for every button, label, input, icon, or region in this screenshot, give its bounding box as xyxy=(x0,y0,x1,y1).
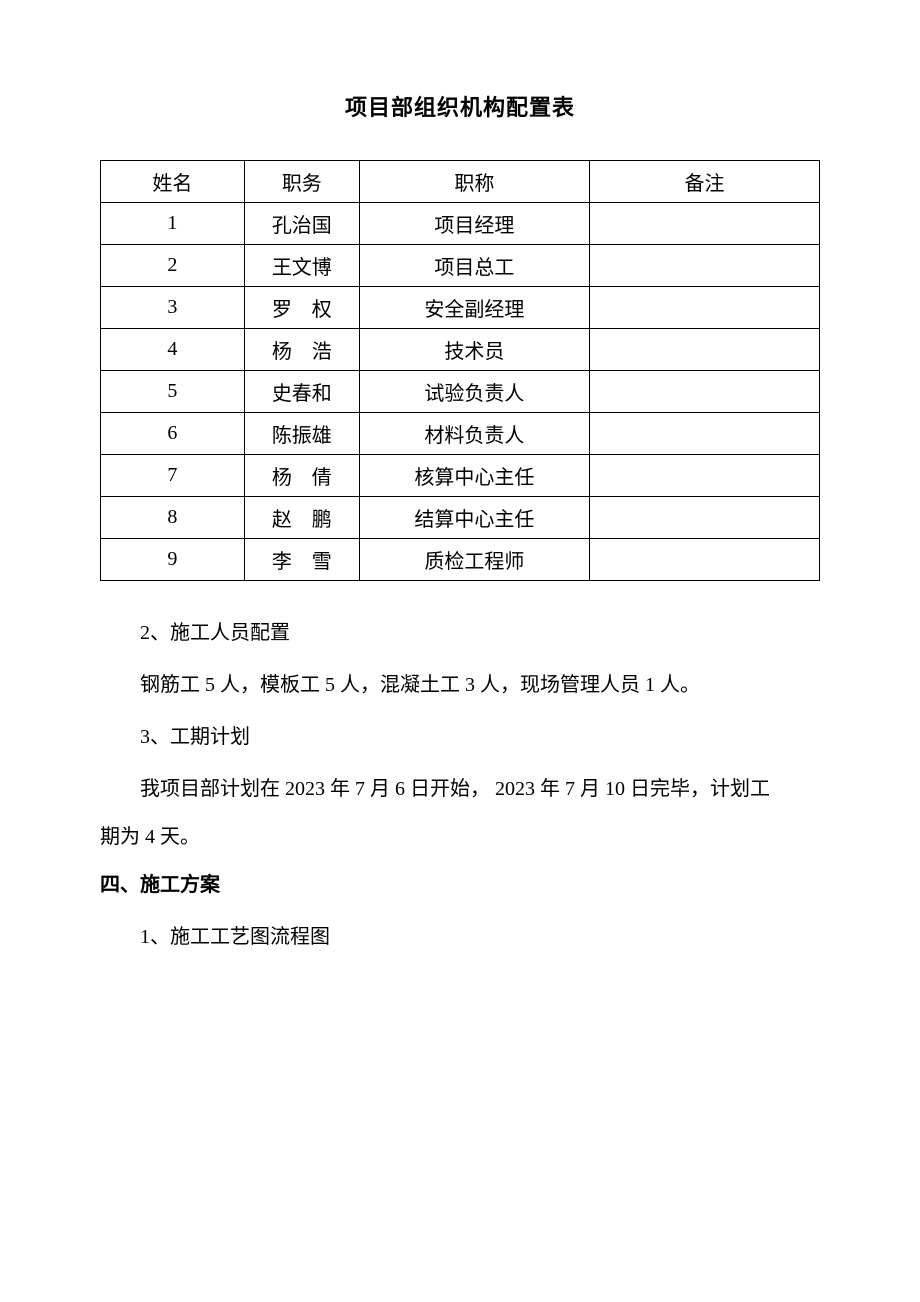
table-row: 6 陈振雄 材料负责人 xyxy=(101,413,820,455)
cell-index: 2 xyxy=(101,245,245,287)
cell-index: 7 xyxy=(101,455,245,497)
section-4-heading: 四、施工方案 xyxy=(100,861,820,909)
cell-remark xyxy=(589,287,819,329)
cell-name: 杨 倩 xyxy=(244,455,359,497)
table-row: 2 王文博 项目总工 xyxy=(101,245,820,287)
cell-remark xyxy=(589,413,819,455)
cell-remark xyxy=(589,455,819,497)
cell-title: 试验负责人 xyxy=(359,371,589,413)
cell-title: 质检工程师 xyxy=(359,539,589,581)
table-row: 1 孔治国 项目经理 xyxy=(101,203,820,245)
paragraph-process-flow: 1、施工工艺图流程图 xyxy=(100,913,820,961)
cell-name: 赵 鹏 xyxy=(244,497,359,539)
cell-remark xyxy=(589,539,819,581)
cell-remark xyxy=(589,245,819,287)
col-header-remark: 备注 xyxy=(589,161,819,203)
cell-name: 王文博 xyxy=(244,245,359,287)
table-title: 项目部组织机构配置表 xyxy=(100,90,820,122)
table-row: 4 杨 浩 技术员 xyxy=(101,329,820,371)
col-header-duty: 职务 xyxy=(244,161,359,203)
cell-title: 技术员 xyxy=(359,329,589,371)
table-row: 5 史春和 试验负责人 xyxy=(101,371,820,413)
cell-remark xyxy=(589,497,819,539)
cell-remark xyxy=(589,203,819,245)
cell-name: 陈振雄 xyxy=(244,413,359,455)
org-table: 姓名 职务 职称 备注 1 孔治国 项目经理 2 王文博 项目总工 3 罗 权 … xyxy=(100,160,820,581)
col-header-name: 姓名 xyxy=(101,161,245,203)
cell-index: 5 xyxy=(101,371,245,413)
cell-name: 史春和 xyxy=(244,371,359,413)
cell-index: 6 xyxy=(101,413,245,455)
cell-index: 3 xyxy=(101,287,245,329)
table-row: 7 杨 倩 核算中心主任 xyxy=(101,455,820,497)
cell-name: 杨 浩 xyxy=(244,329,359,371)
table-row: 8 赵 鹏 结算中心主任 xyxy=(101,497,820,539)
paragraph-staff-detail: 钢筋工 5 人，模板工 5 人，混凝土工 3 人，现场管理人员 1 人。 xyxy=(100,661,820,709)
table-row: 3 罗 权 安全副经理 xyxy=(101,287,820,329)
cell-index: 4 xyxy=(101,329,245,371)
cell-name: 李 雪 xyxy=(244,539,359,581)
cell-title: 项目经理 xyxy=(359,203,589,245)
cell-remark xyxy=(589,371,819,413)
cell-index: 9 xyxy=(101,539,245,581)
cell-title: 材料负责人 xyxy=(359,413,589,455)
cell-remark xyxy=(589,329,819,371)
cell-name: 孔治国 xyxy=(244,203,359,245)
table-row: 9 李 雪 质检工程师 xyxy=(101,539,820,581)
paragraph-staff-heading: 2、施工人员配置 xyxy=(100,609,820,657)
cell-index: 1 xyxy=(101,203,245,245)
col-header-title: 职称 xyxy=(359,161,589,203)
cell-title: 项目总工 xyxy=(359,245,589,287)
cell-title: 安全副经理 xyxy=(359,287,589,329)
cell-name: 罗 权 xyxy=(244,287,359,329)
paragraph-schedule-line2: 期为 4 天。 xyxy=(100,813,820,861)
cell-title: 结算中心主任 xyxy=(359,497,589,539)
paragraph-schedule-line1: 我项目部计划在 2023 年 7 月 6 日开始， 2023 年 7 月 10 … xyxy=(100,765,820,813)
paragraph-schedule-heading: 3、工期计划 xyxy=(100,713,820,761)
cell-index: 8 xyxy=(101,497,245,539)
cell-title: 核算中心主任 xyxy=(359,455,589,497)
table-header-row: 姓名 职务 职称 备注 xyxy=(101,161,820,203)
